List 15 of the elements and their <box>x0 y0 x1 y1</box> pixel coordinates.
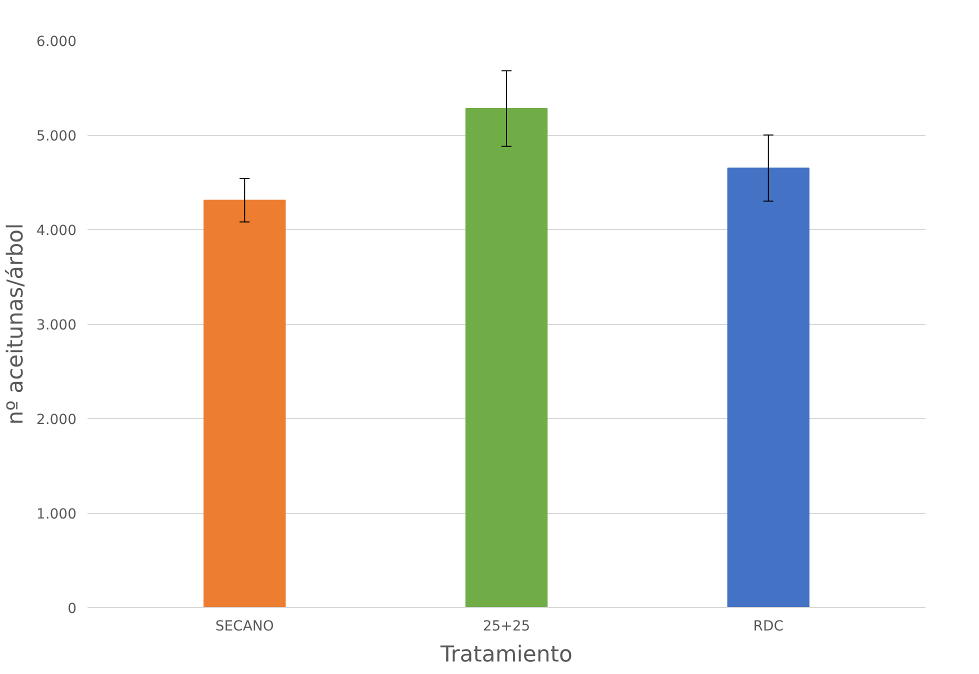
y-tick-label: 6.000 <box>36 34 77 50</box>
y-tick-label: 4.000 <box>36 223 77 239</box>
bar <box>465 108 548 608</box>
y-tick-label: 3.000 <box>36 318 77 334</box>
y-tick-label: 0 <box>68 601 77 617</box>
x-tick-label: SECANO <box>215 618 274 634</box>
x-tick-label: RDC <box>753 618 784 634</box>
y-tick-label: 5.000 <box>36 128 77 144</box>
y-axis-title: nº aceitunas/árbol <box>3 223 28 425</box>
bar <box>727 168 810 608</box>
x-tick-label: 25+25 <box>482 618 530 634</box>
bar <box>204 200 286 608</box>
x-axis-title: Tratamiento <box>440 642 572 668</box>
y-tick-label: 2.000 <box>36 412 77 428</box>
y-tick-label: 1.000 <box>36 506 77 522</box>
